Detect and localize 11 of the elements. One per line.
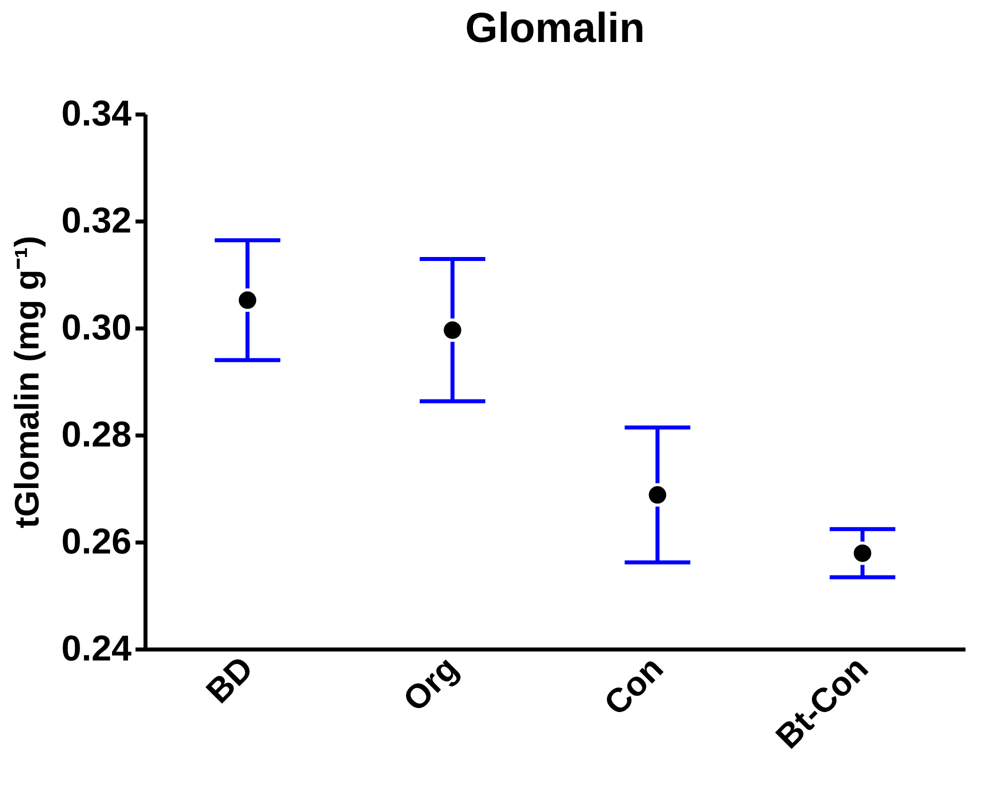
y-tick-label: 0.28 xyxy=(61,414,132,454)
chart-title: Glomalin xyxy=(465,4,645,51)
x-tick-label: BD xyxy=(199,649,261,711)
y-tick-label: 0.32 xyxy=(61,200,132,240)
y-tick-label: 0.30 xyxy=(61,306,132,348)
x-tick-label: Con xyxy=(597,649,671,723)
x-tick-label: Org xyxy=(396,649,466,719)
y-axis-title: tGlomalin (mg g⁻¹) xyxy=(8,236,46,528)
y-tick-label: 0.24 xyxy=(61,628,132,668)
y-tick-label: 0.26 xyxy=(61,520,132,562)
y-tick-label: 0.34 xyxy=(61,92,132,134)
